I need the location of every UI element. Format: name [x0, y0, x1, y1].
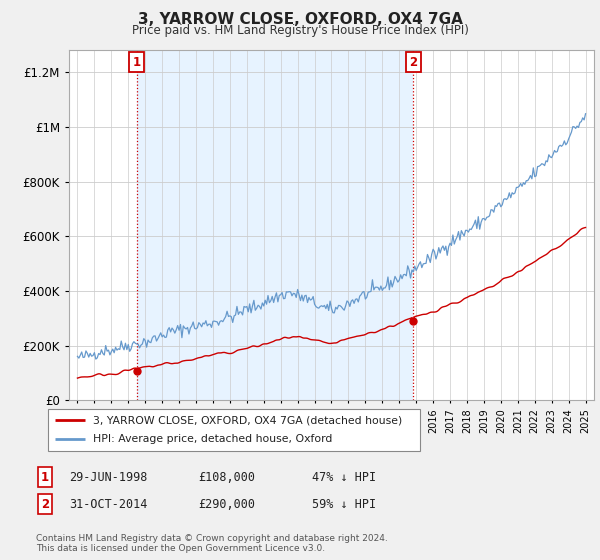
Text: Contains HM Land Registry data © Crown copyright and database right 2024.
This d: Contains HM Land Registry data © Crown c… — [36, 534, 388, 553]
Text: £108,000: £108,000 — [198, 470, 255, 484]
Text: 29-JUN-1998: 29-JUN-1998 — [69, 470, 148, 484]
Text: 3, YARROW CLOSE, OXFORD, OX4 7GA (detached house): 3, YARROW CLOSE, OXFORD, OX4 7GA (detach… — [92, 415, 402, 425]
Text: 47% ↓ HPI: 47% ↓ HPI — [312, 470, 376, 484]
Text: 1: 1 — [133, 55, 140, 69]
Text: 31-OCT-2014: 31-OCT-2014 — [69, 497, 148, 511]
Text: 2: 2 — [409, 55, 418, 69]
Text: 3, YARROW CLOSE, OXFORD, OX4 7GA: 3, YARROW CLOSE, OXFORD, OX4 7GA — [137, 12, 463, 27]
Text: 59% ↓ HPI: 59% ↓ HPI — [312, 497, 376, 511]
Text: Price paid vs. HM Land Registry's House Price Index (HPI): Price paid vs. HM Land Registry's House … — [131, 24, 469, 36]
Bar — [137, 50, 413, 400]
Text: £290,000: £290,000 — [198, 497, 255, 511]
FancyBboxPatch shape — [48, 409, 420, 451]
Text: 2: 2 — [41, 497, 49, 511]
Text: 1: 1 — [41, 470, 49, 484]
Text: HPI: Average price, detached house, Oxford: HPI: Average price, detached house, Oxfo… — [92, 435, 332, 445]
